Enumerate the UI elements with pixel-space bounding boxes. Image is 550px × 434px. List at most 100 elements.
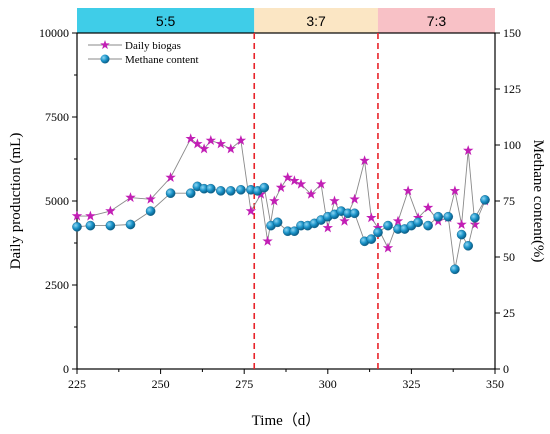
biogas-point: [339, 215, 350, 226]
biogas-point: [245, 205, 257, 216]
methane-point: [480, 195, 490, 205]
methane-point: [145, 206, 156, 216]
legend-star-icon: [100, 40, 110, 50]
biogas-point: [85, 210, 96, 221]
y-right-tick-label: 75: [503, 194, 515, 208]
biogas-point: [463, 145, 474, 156]
series-line-2: [76, 185, 486, 270]
biogas-point: [125, 192, 136, 203]
biogas-point: [366, 212, 377, 223]
biogas-point: [192, 138, 203, 149]
biogas-point: [372, 222, 384, 233]
series-line-1: [77, 138, 486, 250]
methane-point: [185, 188, 196, 198]
methane-point: [433, 211, 444, 222]
phase-bands: 5:5 3:7 7:3: [77, 8, 495, 33]
methane-point: [423, 220, 433, 231]
biogas-point: [305, 188, 317, 199]
biogas-point: [322, 222, 333, 233]
biogas-point: [329, 195, 340, 206]
methane-point: [165, 188, 176, 198]
methane-point: [463, 240, 474, 251]
x-tick-label: 275: [235, 377, 253, 391]
phase-band-3: [377, 8, 495, 33]
phase-label-1: 5:5: [156, 13, 176, 29]
biogas-point: [275, 182, 287, 193]
legend-biogas-label: Daily biogas: [125, 40, 181, 52]
phase-dividers: [253, 33, 379, 369]
phase-label-3: 7:3: [427, 13, 447, 29]
y-right-tick-label: 150: [503, 26, 521, 40]
axis-ticks: 225 250 275 300 325 3500250050007500100000255…: [39, 26, 521, 391]
biogas-point: [349, 193, 360, 204]
y-axis-left-title: Daily production (mL): [8, 133, 24, 270]
methane-point: [225, 186, 236, 196]
plot-frame: [76, 32, 496, 370]
methane-point: [450, 264, 460, 275]
biogas-point: [282, 172, 293, 182]
methane-point: [72, 221, 82, 232]
phase-label-2: 3:7: [306, 13, 326, 29]
x-tick-label: 250: [152, 377, 170, 391]
y-left-tick-label: 5000: [45, 194, 69, 208]
biogas-point: [289, 175, 300, 186]
y-left-tick-label: 0: [63, 362, 69, 376]
biogas-point: [225, 143, 236, 154]
y-left-tick-label: 10000: [39, 26, 69, 40]
biogas-point: [456, 219, 467, 229]
y-right-tick-label: 100: [503, 138, 521, 152]
legend-circle-icon: [100, 54, 110, 64]
biogas-point: [198, 143, 210, 154]
methane-point: [443, 211, 454, 222]
series-layer: [71, 133, 491, 275]
methane-point: [366, 234, 377, 244]
biogas-point: [359, 155, 370, 166]
legend-methane-label: Methane content: [125, 54, 199, 66]
methane-point: [349, 208, 360, 219]
methane-point: [413, 217, 423, 228]
biogas-point: [235, 135, 247, 145]
methane-point: [215, 186, 226, 196]
y-axis-right-title: Methane content(%): [530, 140, 546, 263]
biogas-point: [422, 202, 434, 213]
biogas-point: [145, 193, 156, 204]
biogas-point: [449, 185, 461, 196]
legend: Daily biogas Methane content: [88, 40, 199, 66]
biogas-point: [295, 178, 307, 189]
biogas-point: [71, 210, 83, 221]
methane-point: [259, 182, 270, 193]
x-tick-label: 300: [319, 377, 337, 391]
methane-point: [125, 219, 136, 230]
methane-point: [236, 184, 246, 195]
biogas-point: [205, 135, 216, 145]
biogas-point: [105, 205, 116, 216]
biogas-point: [469, 219, 481, 229]
x-tick-label: 350: [486, 377, 504, 391]
biogas-point: [185, 133, 196, 144]
methane-point: [105, 220, 116, 231]
methane-point: [383, 220, 393, 231]
x-tick-label: 325: [402, 377, 420, 391]
methane-point: [456, 229, 467, 240]
methane-point: [289, 226, 300, 236]
biogas-point: [165, 172, 176, 182]
phase-band-2: [254, 8, 378, 33]
biogas-point: [215, 138, 226, 149]
biogas-point: [412, 212, 424, 223]
phase-band-1: [77, 8, 255, 33]
y-right-tick-label: 125: [503, 82, 521, 96]
y-right-tick-label: 25: [503, 306, 515, 320]
y-left-tick-label: 7500: [45, 110, 69, 124]
methane-point: [272, 217, 283, 228]
methane-point: [85, 220, 96, 231]
biogas-point: [262, 235, 273, 246]
y-right-tick-label: 0: [503, 362, 509, 376]
methane-point: [470, 212, 480, 223]
y-right-tick-label: 50: [503, 250, 515, 264]
x-tick-label: 225: [68, 377, 86, 391]
y-left-tick-label: 2500: [45, 278, 69, 292]
biogas-point: [269, 195, 280, 206]
biogas-point: [315, 178, 327, 189]
methane-point: [373, 227, 383, 238]
